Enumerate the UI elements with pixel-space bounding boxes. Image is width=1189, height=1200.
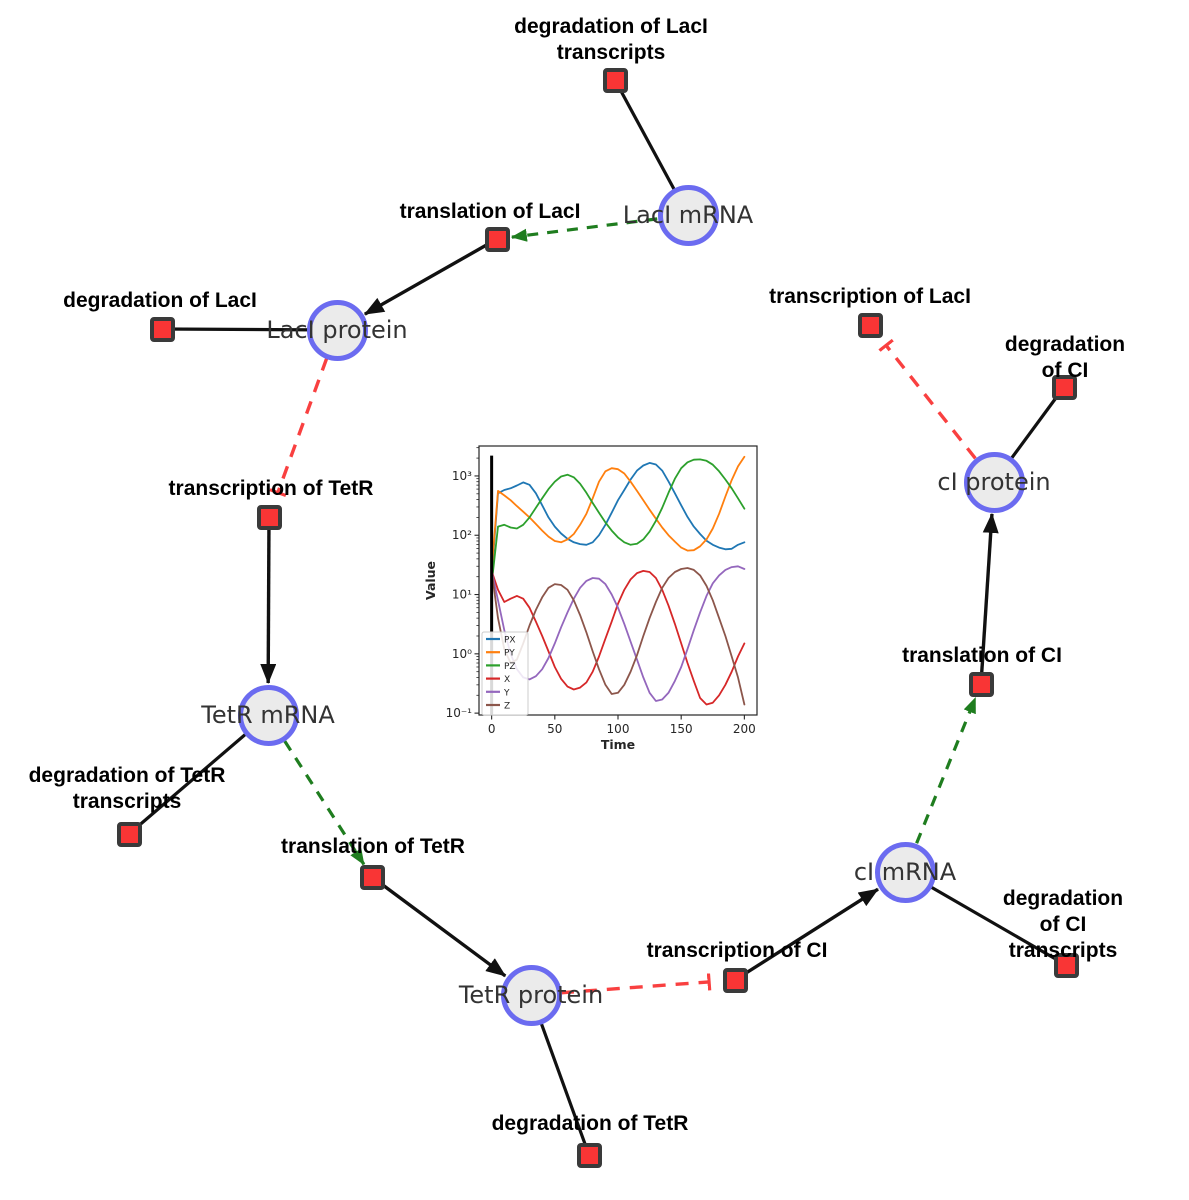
reaction-node-transcription-of-ci[interactable] — [722, 967, 748, 993]
reaction-node-translation-of-ci[interactable] — [968, 671, 994, 697]
y-axis-label: Value — [423, 561, 438, 600]
legend-entry-Y: Y — [503, 688, 510, 698]
series-line-PZ — [490, 458, 746, 586]
species-node-tetr-mrna[interactable] — [237, 684, 299, 746]
reaction-node-transcription-of-laci[interactable] — [857, 312, 883, 338]
reaction-node-translation-of-tetr[interactable] — [359, 864, 385, 890]
x-tick-label: 50 — [547, 722, 562, 736]
edge-modifier-laci-mrna-to-translation-of-laci — [510, 217, 658, 242]
series-line-PY — [490, 455, 746, 572]
species-node-laci-protein[interactable] — [306, 299, 368, 361]
x-tick-label: 100 — [607, 722, 630, 736]
x-tick-label: 200 — [733, 722, 756, 736]
series-line-Y — [490, 565, 746, 702]
edge-modifier-ci-mrna-to-translation-of-ci — [915, 696, 977, 844]
x-axis-label: Time — [601, 737, 635, 752]
legend-entry-Z: Z — [504, 702, 510, 712]
edge-inhibition-tetr-protein-to-transcription-of-ci — [560, 973, 712, 995]
edge-modifier-tetr-mrna-to-translation-of-tetr — [283, 740, 366, 866]
legend-entry-PX: PX — [504, 636, 516, 646]
legend-entry-PY: PY — [504, 649, 515, 659]
y-tick-label: 10² — [452, 528, 472, 542]
reaction-node-degradation-of-ci-transcripts[interactable] — [1053, 952, 1079, 978]
reaction-node-degradation-of-laci-transcripts[interactable] — [602, 67, 628, 93]
chart-legend: PX PY PZ XYZ — [481, 631, 529, 716]
inset-timeseries-chart: 0 50 100 150 200 10⁻¹ 10⁰ 10¹ 10² 10³ Time Value PX P… — [418, 438, 766, 760]
y-tick-label: 10⁻¹ — [446, 706, 473, 720]
reaction-node-degradation-of-tetr-transcripts[interactable] — [116, 821, 142, 847]
reaction-node-degradation-of-laci[interactable] — [149, 316, 175, 342]
species-node-tetr-protein[interactable] — [500, 964, 562, 1026]
y-tick-label: 10¹ — [452, 588, 472, 602]
edge-inhibition-laci-protein-to-transcription-of-tetr — [269, 357, 329, 497]
reaction-node-degradation-of-tetr[interactable] — [576, 1142, 602, 1168]
x-tick-label: 0 — [488, 722, 496, 736]
y-tick-label: 10⁰ — [452, 647, 472, 661]
species-node-laci-mrna[interactable] — [657, 184, 719, 246]
reaction-node-degradation-of-ci[interactable] — [1051, 374, 1077, 400]
edge-production-translation-of-ci-to-ci-protein — [979, 512, 999, 685]
species-node-ci-protein[interactable] — [963, 451, 1025, 513]
series-line-PX — [490, 461, 746, 578]
y-tick-label: 10³ — [452, 469, 472, 483]
series-line-Z — [490, 567, 746, 706]
edge-production-transcription-of-tetr-to-tetr-mrna — [260, 516, 277, 685]
x-tick-label: 150 — [670, 722, 693, 736]
edge-production-translation-of-tetr-to-tetr-protein — [370, 875, 507, 978]
edge-production-translation-of-laci-to-laci-protein — [363, 237, 498, 316]
edge-inhibition-ci-protein-to-transcription-of-laci — [878, 338, 977, 460]
legend-entry-PZ: PZ — [504, 662, 516, 672]
reaction-node-transcription-of-tetr[interactable] — [256, 504, 282, 530]
reaction-node-translation-of-laci[interactable] — [484, 226, 510, 252]
oscillation-plot: 0 50 100 150 20010⁻¹10⁰10¹10²10³TimeValuePXP… — [418, 438, 766, 760]
edge-production-transcription-of-ci-to-ci-mrna — [734, 887, 879, 982]
species-node-ci-mrna[interactable] — [874, 841, 936, 903]
legend-entry-X: X — [504, 675, 510, 685]
